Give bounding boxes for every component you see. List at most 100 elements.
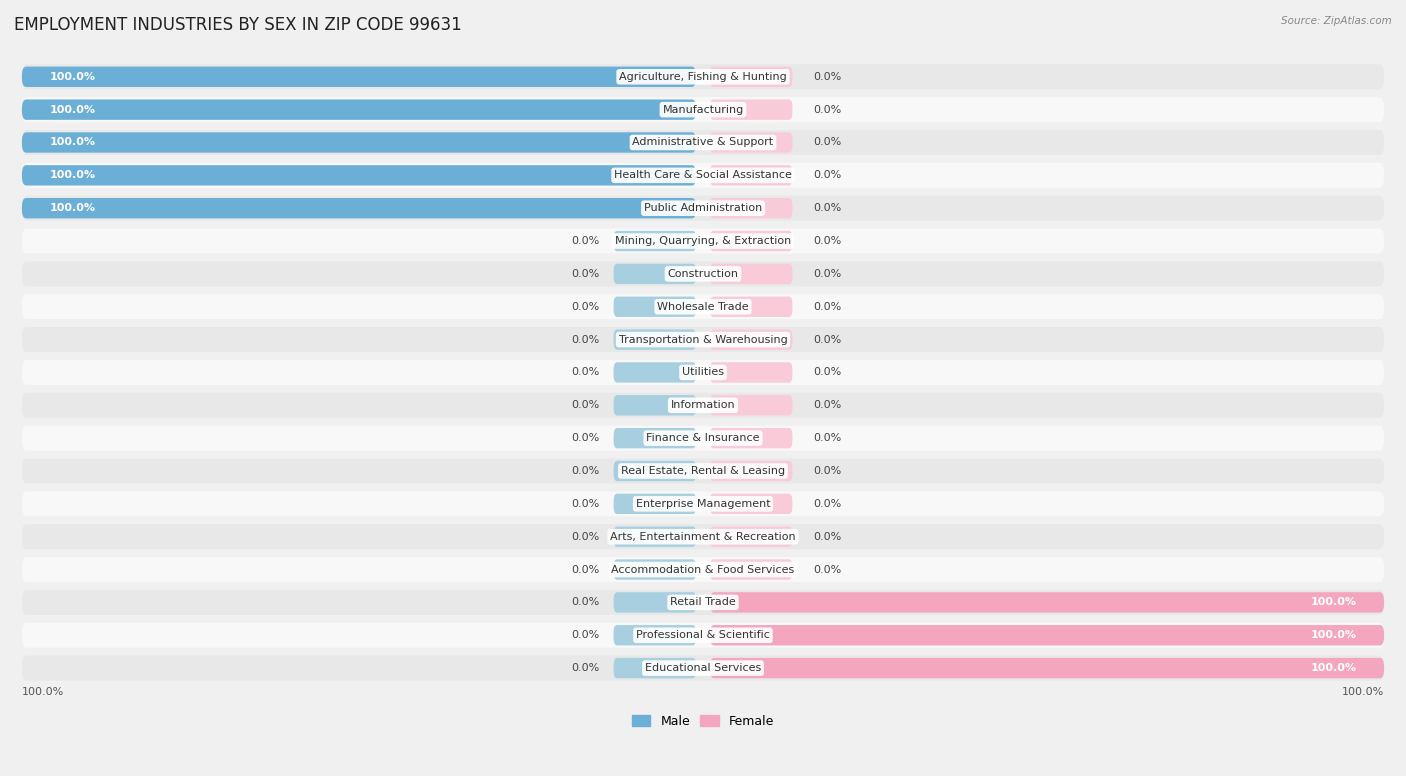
FancyBboxPatch shape — [22, 163, 1384, 188]
FancyBboxPatch shape — [710, 395, 793, 415]
FancyBboxPatch shape — [22, 133, 696, 153]
Text: EMPLOYMENT INDUSTRIES BY SEX IN ZIP CODE 99631: EMPLOYMENT INDUSTRIES BY SEX IN ZIP CODE… — [14, 16, 461, 33]
FancyBboxPatch shape — [22, 426, 1384, 451]
FancyBboxPatch shape — [22, 262, 1384, 286]
Text: 100.0%: 100.0% — [1341, 687, 1384, 697]
FancyBboxPatch shape — [22, 229, 1384, 254]
FancyBboxPatch shape — [710, 658, 1384, 678]
Text: 0.0%: 0.0% — [813, 334, 841, 345]
Text: 0.0%: 0.0% — [572, 400, 600, 411]
Text: 100.0%: 100.0% — [49, 171, 96, 180]
FancyBboxPatch shape — [22, 393, 1384, 417]
Text: Enterprise Management: Enterprise Management — [636, 499, 770, 509]
Text: Real Estate, Rental & Leasing: Real Estate, Rental & Leasing — [621, 466, 785, 476]
FancyBboxPatch shape — [22, 557, 1384, 582]
Text: 100.0%: 100.0% — [1310, 630, 1357, 640]
Text: Finance & Insurance: Finance & Insurance — [647, 433, 759, 443]
Text: 0.0%: 0.0% — [813, 532, 841, 542]
FancyBboxPatch shape — [710, 559, 793, 580]
Text: Health Care & Social Assistance: Health Care & Social Assistance — [614, 171, 792, 180]
Text: Source: ZipAtlas.com: Source: ZipAtlas.com — [1281, 16, 1392, 26]
FancyBboxPatch shape — [613, 625, 696, 646]
Text: 100.0%: 100.0% — [49, 105, 96, 115]
Text: 0.0%: 0.0% — [813, 433, 841, 443]
FancyBboxPatch shape — [613, 330, 696, 350]
Text: 100.0%: 100.0% — [49, 137, 96, 147]
FancyBboxPatch shape — [710, 625, 1384, 646]
Text: 0.0%: 0.0% — [572, 663, 600, 673]
Text: 100.0%: 100.0% — [22, 687, 65, 697]
Text: Retail Trade: Retail Trade — [671, 598, 735, 608]
FancyBboxPatch shape — [22, 360, 1384, 385]
FancyBboxPatch shape — [710, 198, 793, 218]
Text: 0.0%: 0.0% — [572, 368, 600, 377]
Text: 0.0%: 0.0% — [813, 269, 841, 279]
FancyBboxPatch shape — [710, 428, 793, 449]
Text: 0.0%: 0.0% — [572, 236, 600, 246]
FancyBboxPatch shape — [22, 97, 1384, 122]
Text: 0.0%: 0.0% — [572, 499, 600, 509]
Text: 0.0%: 0.0% — [813, 171, 841, 180]
Text: 0.0%: 0.0% — [813, 499, 841, 509]
FancyBboxPatch shape — [22, 327, 1384, 352]
Legend: Male, Female: Male, Female — [627, 710, 779, 733]
Text: 0.0%: 0.0% — [813, 565, 841, 574]
FancyBboxPatch shape — [710, 231, 793, 251]
Text: Agriculture, Fishing & Hunting: Agriculture, Fishing & Hunting — [619, 72, 787, 81]
FancyBboxPatch shape — [22, 165, 696, 185]
FancyBboxPatch shape — [710, 592, 1384, 612]
FancyBboxPatch shape — [710, 67, 793, 87]
Text: 100.0%: 100.0% — [1310, 598, 1357, 608]
FancyBboxPatch shape — [613, 527, 696, 547]
Text: 0.0%: 0.0% — [813, 466, 841, 476]
Text: 0.0%: 0.0% — [572, 302, 600, 312]
FancyBboxPatch shape — [22, 623, 1384, 648]
FancyBboxPatch shape — [613, 559, 696, 580]
FancyBboxPatch shape — [22, 294, 1384, 319]
Text: Accommodation & Food Services: Accommodation & Food Services — [612, 565, 794, 574]
Text: 100.0%: 100.0% — [1310, 663, 1357, 673]
FancyBboxPatch shape — [613, 296, 696, 317]
Text: 0.0%: 0.0% — [813, 137, 841, 147]
Text: Information: Information — [671, 400, 735, 411]
FancyBboxPatch shape — [22, 67, 696, 87]
Text: 0.0%: 0.0% — [813, 236, 841, 246]
Text: 0.0%: 0.0% — [572, 466, 600, 476]
FancyBboxPatch shape — [22, 196, 1384, 220]
FancyBboxPatch shape — [22, 656, 1384, 681]
FancyBboxPatch shape — [710, 527, 793, 547]
FancyBboxPatch shape — [613, 461, 696, 481]
FancyBboxPatch shape — [613, 231, 696, 251]
Text: Mining, Quarrying, & Extraction: Mining, Quarrying, & Extraction — [614, 236, 792, 246]
FancyBboxPatch shape — [22, 198, 696, 218]
FancyBboxPatch shape — [22, 64, 1384, 89]
FancyBboxPatch shape — [613, 395, 696, 415]
FancyBboxPatch shape — [710, 165, 793, 185]
FancyBboxPatch shape — [613, 494, 696, 514]
Text: 0.0%: 0.0% — [813, 72, 841, 81]
FancyBboxPatch shape — [22, 459, 1384, 483]
FancyBboxPatch shape — [22, 590, 1384, 615]
Text: Wholesale Trade: Wholesale Trade — [657, 302, 749, 312]
Text: Manufacturing: Manufacturing — [662, 105, 744, 115]
Text: Transportation & Warehousing: Transportation & Warehousing — [619, 334, 787, 345]
Text: 0.0%: 0.0% — [813, 368, 841, 377]
FancyBboxPatch shape — [710, 296, 793, 317]
Text: 0.0%: 0.0% — [572, 565, 600, 574]
Text: Utilities: Utilities — [682, 368, 724, 377]
Text: 0.0%: 0.0% — [572, 532, 600, 542]
Text: Professional & Scientific: Professional & Scientific — [636, 630, 770, 640]
FancyBboxPatch shape — [710, 133, 793, 153]
FancyBboxPatch shape — [710, 362, 793, 383]
Text: Educational Services: Educational Services — [645, 663, 761, 673]
FancyBboxPatch shape — [710, 99, 793, 120]
FancyBboxPatch shape — [710, 461, 793, 481]
Text: 0.0%: 0.0% — [572, 433, 600, 443]
Text: 100.0%: 100.0% — [49, 203, 96, 213]
FancyBboxPatch shape — [22, 491, 1384, 516]
Text: 100.0%: 100.0% — [49, 72, 96, 81]
FancyBboxPatch shape — [710, 264, 793, 284]
Text: Construction: Construction — [668, 269, 738, 279]
FancyBboxPatch shape — [710, 330, 793, 350]
Text: Administrative & Support: Administrative & Support — [633, 137, 773, 147]
